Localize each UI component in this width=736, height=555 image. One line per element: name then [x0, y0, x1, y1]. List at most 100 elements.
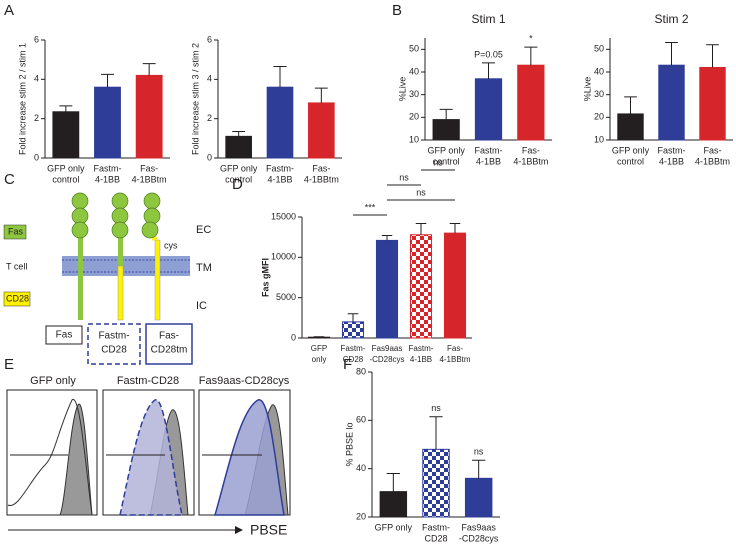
y-axis-label: Fas gMFI: [260, 258, 270, 297]
bar: [94, 86, 121, 159]
x-tick-label: CD28: [343, 355, 364, 364]
x-tick-label: -CD28cys: [369, 355, 404, 364]
x-tick-label: Fas9aas: [372, 344, 403, 353]
construct-label: CD28tm: [151, 345, 188, 356]
error-bar: [273, 66, 287, 88]
y-tick-label: 30: [409, 89, 419, 99]
panel-label: E: [4, 356, 14, 373]
error-bar: [101, 73, 114, 88]
y-tick-label: 40: [409, 66, 419, 76]
bar: [464, 477, 493, 518]
side-label: CD28: [6, 293, 29, 303]
histogram-curve: [214, 399, 285, 516]
bar: [52, 111, 80, 159]
construct-label: Fas-: [159, 331, 179, 342]
annotation: ns: [399, 172, 409, 182]
error-bar: [142, 63, 156, 76]
x-tick-label: Fas-: [312, 163, 330, 173]
histogram-title: Fas9aas-CD28cys: [199, 375, 290, 387]
y-axis-label: %Live: [582, 77, 592, 102]
y-tick-label: 5000: [276, 292, 296, 302]
histogram-title: GFP only: [30, 375, 76, 387]
y-tick-label: 80: [356, 366, 366, 376]
x-tick-label: Fastm-: [422, 522, 450, 532]
y-tick-label: 20: [356, 511, 366, 521]
stalk: [118, 232, 123, 266]
x-tick-label: CD28: [424, 533, 447, 543]
chart-title: Stim 1: [471, 12, 505, 26]
domains: [71, 192, 161, 239]
y-tick-label: 10000: [271, 252, 296, 262]
histograms: GFP only Fastm-CD28 Fas9aas-CD28cys PBSE: [6, 375, 291, 538]
x-tick-label: 4-1BBtm: [304, 174, 339, 184]
construct-box: [45, 325, 83, 345]
annotation: ***: [365, 202, 376, 212]
legend-box: [3, 291, 31, 307]
x-tick-label: control: [52, 174, 79, 184]
bar: [379, 491, 408, 518]
x-axis-label: PBSE: [250, 522, 287, 538]
error-bar: [314, 87, 328, 103]
y-tick-label: 40: [594, 66, 604, 76]
diagram: Fas T cell CD28 EC TM IC cys Fas Fastm- …: [3, 192, 212, 365]
bar: [266, 86, 294, 159]
x-tick-label: 4-1BBtm: [439, 355, 470, 364]
x-tick-label: only: [312, 355, 327, 364]
cys-label: cys: [164, 240, 178, 250]
annotation: ns: [474, 447, 484, 457]
x-tick-label: 4-1BBtm: [513, 156, 548, 166]
x-tick-label: Fas-: [447, 344, 463, 353]
histogram-title: Fastm-CD28: [117, 375, 179, 387]
error-bar: [706, 44, 719, 68]
x-tick-label: -CD28cys: [459, 533, 499, 543]
y-tick-label: 30: [594, 89, 604, 99]
construct-label: Fastm-: [98, 331, 129, 342]
x-tick-label: 4-1BB: [410, 355, 432, 364]
bar: [225, 135, 252, 159]
construct-label: CD28: [101, 345, 127, 356]
bar: [135, 74, 163, 159]
x-tick-label: GFP only: [47, 163, 85, 173]
annotation: P=0.05: [474, 49, 503, 59]
y-tick-label: 20: [409, 112, 419, 122]
x-tick-label: Fastm-: [266, 163, 294, 173]
error-bar: [524, 46, 538, 66]
error-bar: [59, 105, 73, 112]
error-bar: [665, 42, 678, 66]
y-tick-label: 50: [594, 44, 604, 54]
y-axis-label: %Live: [397, 77, 407, 102]
y-tick-label: 2: [34, 113, 39, 123]
bar: [341, 321, 365, 339]
y-tick-label: 6: [207, 34, 212, 44]
bar: [308, 102, 335, 159]
bar: [617, 113, 644, 141]
legend-box: [3, 224, 27, 240]
bar: [517, 64, 545, 141]
construct-box: [145, 323, 193, 365]
error-bar: [232, 130, 246, 137]
x-tick-label: Fastm-: [409, 344, 434, 353]
side-label: Fas: [8, 226, 24, 236]
region-label: EC: [196, 224, 211, 236]
panel-label: D: [232, 176, 243, 193]
bar: [699, 66, 726, 141]
error-bar: [472, 459, 486, 479]
construct-box: [87, 323, 141, 365]
x-tick-label: GFP only: [375, 522, 413, 532]
side-label: T cell: [6, 261, 27, 271]
x-tick-label: GFP: [311, 344, 327, 353]
bar: [443, 232, 467, 339]
bar: [375, 239, 399, 339]
y-tick-label: 0: [291, 332, 296, 342]
bar: [432, 119, 460, 141]
x-tick-label: 4-1BB: [267, 174, 292, 184]
histogram-curve: [7, 399, 93, 516]
arrow-head: [235, 526, 243, 534]
y-tick-label: 4: [207, 74, 212, 84]
x-tick-label: GFP only: [427, 145, 465, 155]
error-bar: [347, 313, 359, 322]
x-tick-label: control: [617, 156, 644, 166]
histogram-curve: [119, 399, 183, 516]
y-tick-label: 2: [207, 113, 212, 123]
